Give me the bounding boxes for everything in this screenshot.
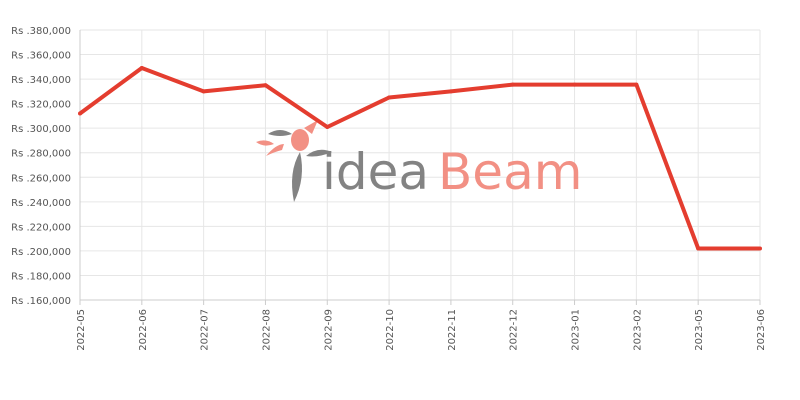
price-data-point: [572, 82, 577, 87]
y-tick-label: Rs .220,000: [11, 222, 71, 233]
y-tick-label: Rs .320,000: [11, 100, 71, 111]
x-tick-label: 2023-05: [694, 309, 705, 351]
price-data-point: [139, 66, 144, 71]
y-tick-label: Rs .300,000: [11, 124, 71, 135]
x-tick-label: 2022-07: [200, 309, 211, 351]
x-tick-label: 2023-01: [571, 309, 582, 351]
x-tick-label: 2022-05: [76, 309, 87, 351]
y-tick-label: Rs .340,000: [11, 75, 71, 86]
watermark-text-idea: idea: [322, 143, 429, 201]
ideabeam-watermark: idea Beam: [256, 120, 582, 202]
price-data-point: [263, 83, 268, 88]
watermark-text-beam: Beam: [438, 143, 582, 201]
y-tick-label: Rs .380,000: [11, 26, 71, 37]
price-data-point: [325, 124, 330, 129]
price-data-point: [510, 82, 515, 87]
price-data-point: [201, 89, 206, 94]
price-data-point: [634, 82, 639, 87]
x-tick-label: 2023-02: [632, 309, 643, 351]
axis-layer: [79, 30, 761, 305]
y-tick-label: Rs .240,000: [11, 198, 71, 209]
x-tick-label: 2022-09: [323, 309, 334, 351]
price-data-point: [387, 95, 392, 100]
x-tick-label: 2022-08: [261, 309, 272, 351]
price-data-point: [696, 246, 701, 251]
y-tick-label: Rs .360,000: [11, 51, 71, 62]
x-tick-label: 2022-10: [385, 309, 396, 351]
x-tick-label: 2022-06: [138, 309, 149, 351]
series-layer: [78, 66, 762, 251]
x-tick-label: 2022-12: [509, 309, 520, 351]
price-data-point: [758, 246, 762, 251]
x-axis-tick-labels: 2022-05 2022-06 2022-07 2022-08 2022-09 2022-…: [76, 309, 767, 351]
y-tick-label: Rs .180,000: [11, 271, 71, 282]
x-tick-label: 2022-11: [447, 309, 458, 351]
y-tick-label: Rs .260,000: [11, 173, 71, 184]
y-tick-label: Rs .160,000: [11, 296, 71, 307]
price-data-point: [448, 89, 453, 94]
y-tick-label: Rs .280,000: [11, 149, 71, 160]
price-data-point: [78, 111, 82, 116]
ideabeam-logo-icon: [256, 120, 332, 202]
x-tick-label: 2023-06: [756, 309, 767, 351]
price-series-line: [78, 66, 760, 251]
y-tick-label: Rs .200,000: [11, 247, 71, 258]
y-axis-tick-labels: Rs .160,000 Rs .180,000 Rs .200,000 Rs .220…: [11, 26, 71, 307]
